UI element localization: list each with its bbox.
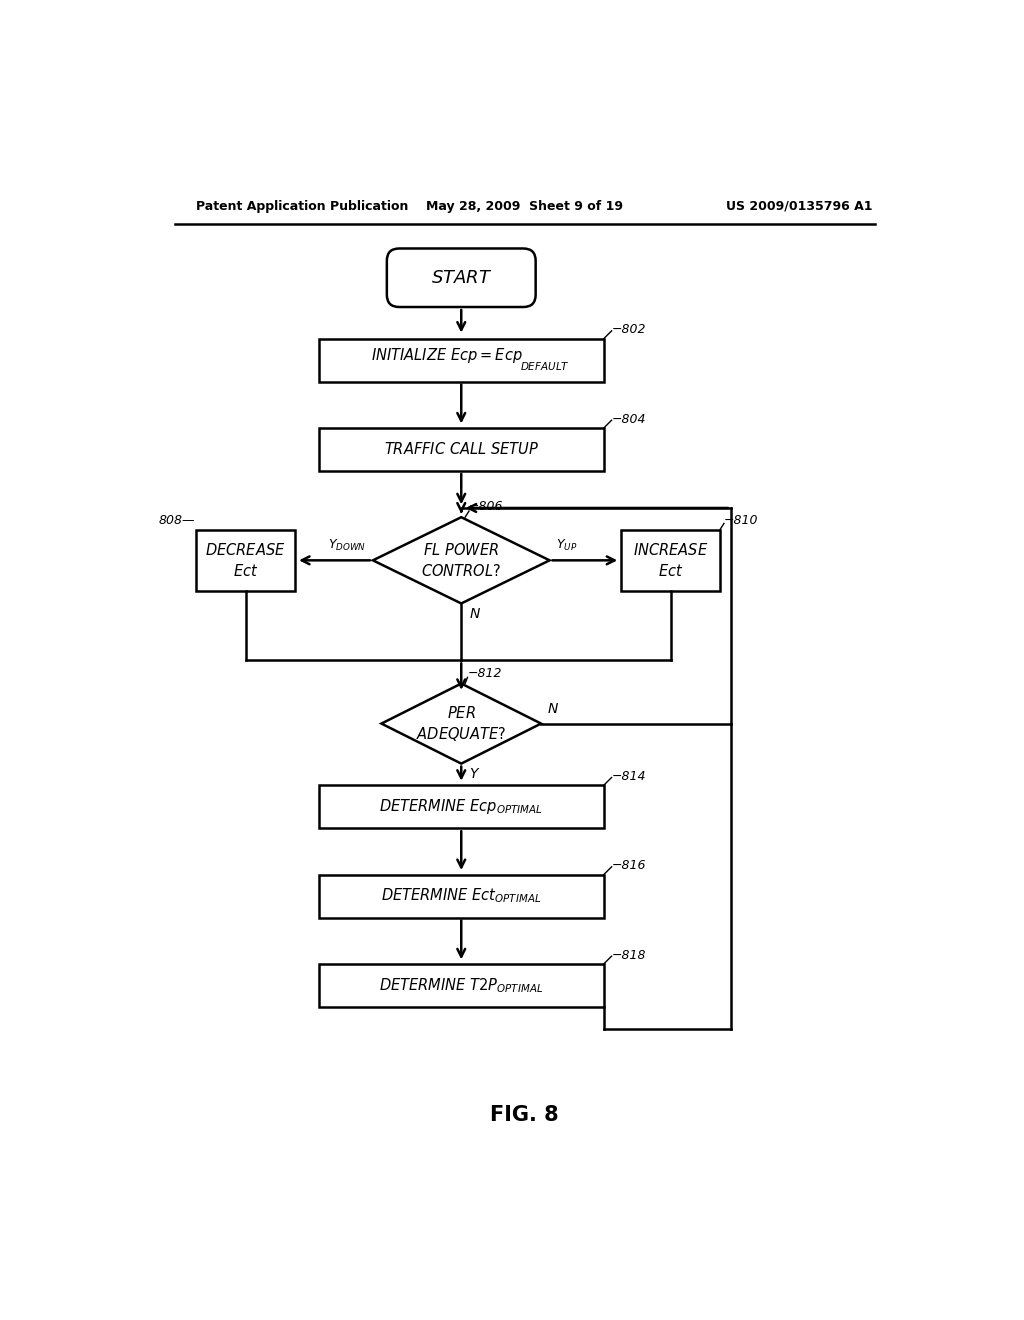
Text: −812: −812 — [467, 667, 502, 680]
Text: $\it{START}$: $\it{START}$ — [430, 269, 492, 286]
Text: May 28, 2009  Sheet 9 of 19: May 28, 2009 Sheet 9 of 19 — [426, 199, 624, 213]
Text: −816: −816 — [611, 859, 646, 873]
Text: $\it{Ect}$: $\it{Ect}$ — [233, 564, 258, 579]
FancyBboxPatch shape — [197, 529, 295, 591]
Text: Patent Application Publication: Patent Application Publication — [197, 199, 409, 213]
Text: $\it{N}$: $\it{N}$ — [469, 607, 481, 622]
FancyBboxPatch shape — [318, 785, 604, 829]
Text: $\it{CONTROL?}$: $\it{CONTROL?}$ — [421, 564, 502, 579]
Text: $\it{INITIALIZE\ Ecp = Ecp}$: $\it{INITIALIZE\ Ecp = Ecp}$ — [372, 346, 523, 366]
FancyBboxPatch shape — [318, 339, 604, 381]
Text: $\it{DEFAULT}$: $\it{DEFAULT}$ — [520, 359, 570, 371]
Text: −804: −804 — [611, 413, 646, 425]
Text: −802: −802 — [611, 323, 646, 337]
Text: $\it{Y}$: $\it{Y}$ — [469, 767, 480, 781]
FancyBboxPatch shape — [318, 875, 604, 917]
Text: $\it{DETERMINE\ Ect}_{\it{OPTIMAL}}$: $\it{DETERMINE\ Ect}_{\it{OPTIMAL}}$ — [381, 887, 542, 906]
FancyBboxPatch shape — [387, 248, 536, 308]
Text: −806: −806 — [469, 500, 504, 513]
Text: −814: −814 — [611, 770, 646, 783]
Text: $\it{ADEQUATE?}$: $\it{ADEQUATE?}$ — [416, 726, 507, 743]
FancyBboxPatch shape — [318, 428, 604, 471]
Text: US 2009/0135796 A1: US 2009/0135796 A1 — [725, 199, 872, 213]
Text: 808—: 808— — [158, 515, 195, 527]
Text: $\it{PER}$: $\it{PER}$ — [446, 705, 476, 721]
Text: $\it{Ect}$: $\it{Ect}$ — [657, 564, 683, 579]
Text: FIG. 8: FIG. 8 — [490, 1105, 559, 1125]
Text: $\mathit{Y_{DOWN}}$: $\mathit{Y_{DOWN}}$ — [329, 537, 367, 553]
FancyBboxPatch shape — [621, 529, 720, 591]
Polygon shape — [373, 517, 550, 603]
Text: −818: −818 — [611, 949, 646, 961]
Text: $\it{DECREASE}$: $\it{DECREASE}$ — [206, 541, 286, 557]
Text: $\it{TRAFFIC\ CALL\ SETUP}$: $\it{TRAFFIC\ CALL\ SETUP}$ — [384, 441, 539, 458]
Text: −810: −810 — [724, 515, 759, 527]
Text: $\it{FL\ POWER}$: $\it{FL\ POWER}$ — [423, 541, 500, 557]
FancyBboxPatch shape — [318, 964, 604, 1007]
Polygon shape — [381, 684, 541, 763]
Text: $\mathit{Y_{UP}}$: $\mathit{Y_{UP}}$ — [556, 537, 578, 553]
Text: $\it{INCREASE}$: $\it{INCREASE}$ — [633, 541, 709, 557]
Text: $\it{DETERMINE\ Ecp}_{\it{OPTIMAL}}$: $\it{DETERMINE\ Ecp}_{\it{OPTIMAL}}$ — [380, 797, 543, 816]
Text: $\it{N}$: $\it{N}$ — [547, 702, 559, 715]
Text: $\it{DETERMINE\ T2P}_{\it{OPTIMAL}}$: $\it{DETERMINE\ T2P}_{\it{OPTIMAL}}$ — [379, 975, 544, 995]
